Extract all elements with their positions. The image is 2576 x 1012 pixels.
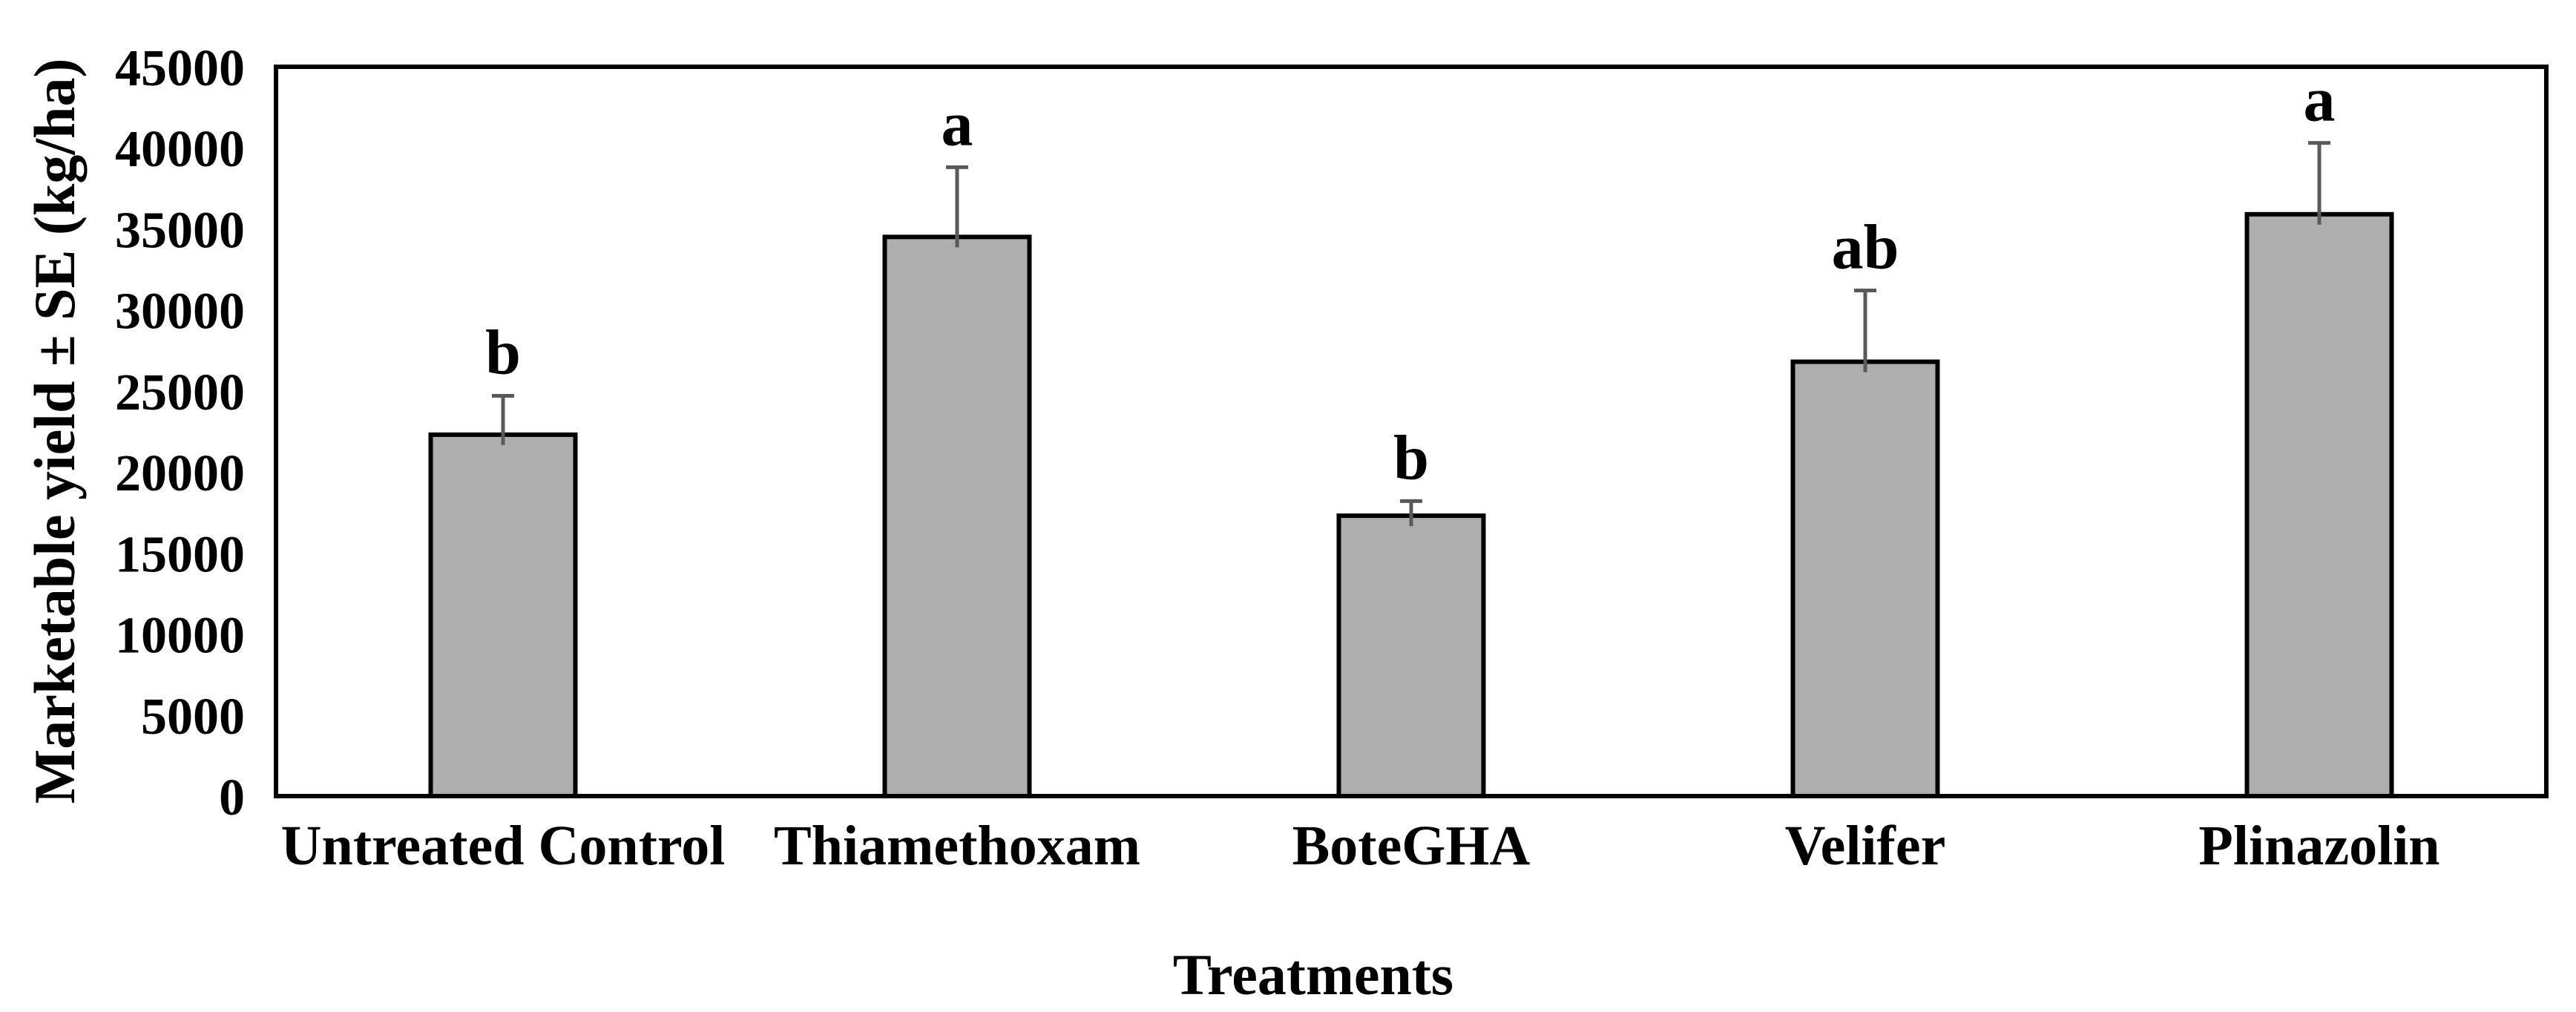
y-tick-label-25000: 25000 — [115, 364, 245, 421]
y-tick-label-20000: 20000 — [115, 445, 245, 502]
error-bar-thiamethoxam — [946, 165, 968, 248]
y-tick-label-10000: 10000 — [115, 608, 245, 665]
x-category-label-velifer: Velifer — [1785, 815, 1946, 877]
x-axis-title: Treatments — [1173, 942, 1453, 1007]
sig-letter-botegha: b — [1393, 421, 1429, 493]
error-bar-plinazolin — [2308, 141, 2330, 225]
error-bar-untreated-control — [492, 393, 514, 445]
error-bar-velifer — [1854, 288, 1876, 372]
sig-letter-velifer: ab — [1832, 211, 1899, 282]
x-category-label-thiamethoxam: Thiamethoxam — [774, 815, 1140, 877]
bar-untreated-control — [428, 432, 578, 798]
y-tick-label-15000: 15000 — [115, 526, 245, 583]
x-category-label-botegha: BoteGHA — [1292, 815, 1531, 877]
bar-velifer — [1790, 359, 1940, 798]
y-tick-label-35000: 35000 — [115, 202, 245, 259]
y-tick-label-30000: 30000 — [115, 283, 245, 341]
sig-letter-thiamethoxam: a — [942, 88, 973, 159]
y-tick-label-40000: 40000 — [115, 121, 245, 178]
x-category-label-untreated-control: Untreated Control — [281, 815, 726, 877]
error-bar-botegha — [1400, 499, 1422, 527]
y-axis-tick-labels: 0 5000 10000 15000 20000 25000 30000 35000 40000… — [115, 40, 245, 827]
y-tick-label-45000: 45000 — [115, 40, 245, 97]
x-category-label-plinazolin: Plinazolin — [2198, 815, 2439, 877]
y-tick-label-0: 0 — [219, 769, 245, 827]
bar-botegha — [1336, 513, 1486, 798]
bar-plinazolin — [2244, 211, 2394, 799]
x-category-labels: Untreated Control Thiamethoxam BoteGHA Veli… — [281, 815, 2440, 877]
sig-letter-untreated-control: b — [485, 316, 521, 387]
error-bars — [492, 141, 2330, 527]
y-tick-label-5000: 5000 — [141, 689, 245, 746]
bar-thiamethoxam — [882, 234, 1032, 799]
y-axis-title: Marketable yield ± SE (kg/ha) — [22, 59, 87, 804]
sig-letter-plinazolin: a — [2304, 64, 2336, 135]
